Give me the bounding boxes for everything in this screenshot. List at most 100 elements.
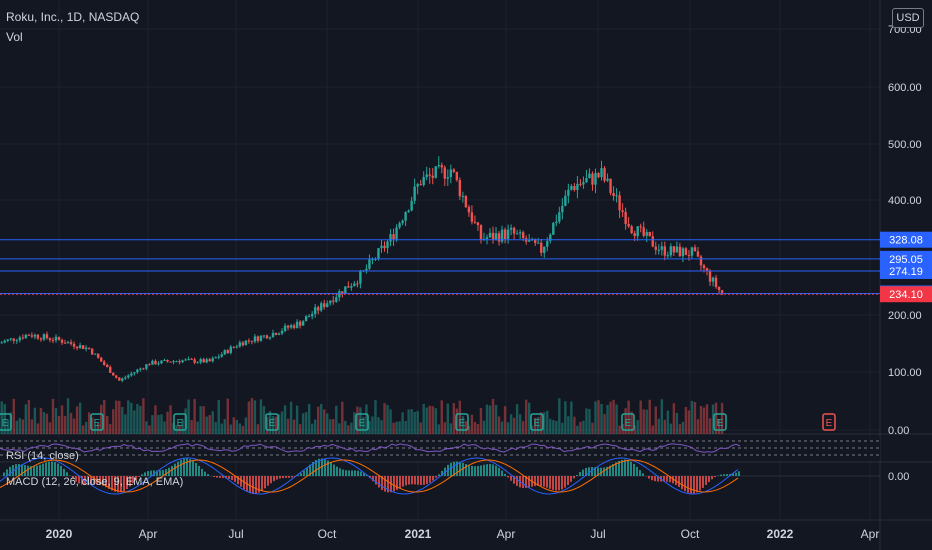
volume-bar: [627, 400, 630, 434]
volume-bar: [678, 424, 682, 434]
candle-body: [12, 338, 15, 341]
macd-histogram-bar: [507, 476, 509, 478]
volume-bar: [717, 419, 721, 434]
volume-bar: [648, 399, 651, 434]
macd-histogram-bar: [537, 476, 539, 486]
candle-body: [672, 246, 676, 253]
candle-body: [431, 175, 434, 178]
price-axis[interactable]: 0.00700.00600.00500.00400.00200.00100.00…: [888, 24, 922, 483]
volume-bar: [449, 423, 453, 434]
volume-bar: [359, 407, 362, 434]
macd-histogram-bar: [399, 476, 401, 489]
macd-histogram-bar: [306, 467, 308, 476]
time-axis[interactable]: 2020 Apr Jul Oct 2021 Apr Jul Oct 2022 Apr: [46, 527, 880, 541]
macd-histogram-bar: [339, 468, 341, 476]
macd-histogram-bar: [357, 470, 359, 476]
volume-bar: [347, 425, 350, 434]
level-tag: [880, 250, 932, 267]
volume-bar: [193, 398, 196, 434]
candle-body: [184, 359, 187, 361]
volume-bar: [154, 405, 157, 434]
macd-histogram-bar: [696, 476, 698, 493]
macd-histogram-bar: [444, 467, 446, 476]
candle-body: [693, 247, 697, 252]
macd-histogram-bar: [318, 458, 320, 476]
volume-bar: [244, 417, 248, 434]
candle-body: [99, 357, 103, 362]
macd-histogram-bar: [576, 474, 578, 476]
macd-histogram-bar: [651, 476, 653, 481]
currency-badge[interactable]: USD: [892, 8, 924, 28]
volume-bar: [365, 404, 368, 434]
macd-histogram-bar: [138, 476, 140, 477]
volume-bar: [515, 404, 519, 434]
volume-bar: [329, 419, 332, 434]
earnings-marker: [455, 413, 469, 431]
macd-histogram-bar: [534, 476, 536, 487]
volume-bar: [151, 415, 154, 434]
macd-histogram-bar: [705, 476, 707, 485]
volume-bar: [377, 417, 380, 434]
candle-body: [211, 358, 214, 362]
volume-bar: [356, 406, 359, 434]
candle-body: [151, 360, 154, 365]
macd-histogram-bar: [504, 473, 506, 476]
macd-histogram-bar: [510, 476, 512, 481]
volume-bar: [145, 421, 148, 434]
macd-histogram-bar: [420, 476, 422, 485]
volume-bar: [389, 409, 392, 434]
candle-body: [416, 184, 419, 187]
candle-body: [139, 368, 142, 370]
candle-body: [181, 360, 184, 363]
earnings-marker-label: E: [269, 418, 276, 429]
volume-bar: [552, 420, 555, 434]
candle-body: [253, 336, 257, 342]
candle-body: [455, 171, 459, 180]
volume-bar: [18, 418, 22, 434]
y-tick-label: 400.00: [888, 195, 922, 207]
volume-bar: [660, 399, 663, 434]
volume-bar: [534, 417, 537, 434]
candle-body: [106, 364, 109, 367]
candle-body: [570, 186, 573, 190]
candle-body: [549, 234, 552, 241]
candle-body: [660, 246, 663, 250]
macd-histogram-bar: [594, 467, 596, 476]
macd-histogram-bar: [33, 466, 35, 476]
candle-body: [540, 242, 543, 253]
macd-histogram-bar: [66, 472, 68, 476]
macd-histogram-bar: [300, 473, 302, 476]
macd-histogram-bar: [735, 472, 737, 476]
candle-body: [223, 350, 226, 355]
macd-histogram-bar: [351, 470, 353, 476]
candle-body: [289, 325, 293, 328]
x-tick-label: Oct: [681, 527, 700, 541]
candle-body: [648, 232, 651, 237]
candle-body: [262, 335, 266, 337]
candle-body: [633, 233, 636, 237]
volume-bar: [473, 421, 477, 434]
candle-body: [169, 361, 172, 363]
candle-body: [39, 338, 43, 340]
volume-bar: [12, 398, 15, 434]
volume-bar: [214, 422, 217, 434]
candle-body: [705, 268, 709, 272]
earnings-marker: [90, 413, 104, 431]
volume-bar: [295, 405, 299, 434]
volume-bar: [30, 419, 34, 434]
y-tick-label: 0.00: [888, 425, 909, 437]
volume-bar: [476, 424, 480, 434]
macd-histogram-bar: [45, 462, 47, 476]
candle-body: [142, 368, 145, 370]
macd-histogram-bar: [681, 476, 683, 490]
symbol-title: Roku, Inc., 1D, NASDAQ: [6, 10, 140, 24]
volume-bar: [320, 403, 323, 434]
volume-bar: [464, 420, 468, 434]
volume-bar: [482, 420, 486, 434]
horizontal-levels[interactable]: [0, 239, 880, 295]
volume-bar: [226, 398, 229, 434]
macd-histogram-bar: [621, 459, 623, 476]
candle-body: [341, 291, 344, 294]
